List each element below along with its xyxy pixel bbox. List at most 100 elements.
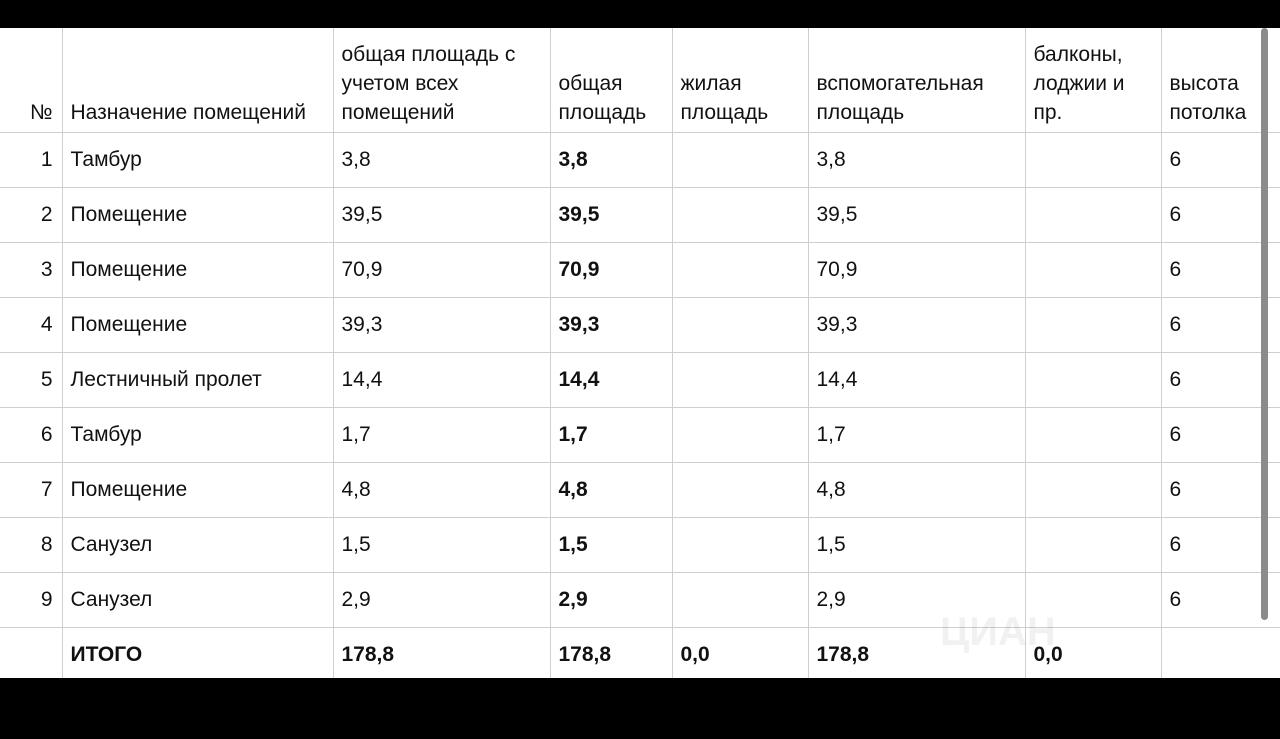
cell-height: 6 xyxy=(1161,517,1280,573)
cell-num: 1 xyxy=(0,132,63,188)
table-row: 1 Тамбур 3,8 3,8 3,8 6 xyxy=(0,132,1280,188)
cell-purpose: Помещение xyxy=(62,242,334,298)
cell-height: 6 xyxy=(1161,132,1280,188)
cell-living xyxy=(672,187,809,243)
cell-living xyxy=(672,517,809,573)
table-row: 2 Помещение 39,5 39,5 39,5 6 xyxy=(0,187,1280,243)
room-area-table: № Назначение помещений общая площадь с у… xyxy=(0,28,1280,678)
total-row: ИТОГО 178,8 178,8 0,0 178,8 0,0 xyxy=(0,627,1280,678)
header-living: жилая площадь xyxy=(672,28,809,133)
cell-total-all: 2,9 xyxy=(333,572,551,628)
cell-num: 4 xyxy=(0,297,63,353)
cell-auxiliary: 39,3 xyxy=(808,297,1026,353)
cell-auxiliary: 39,5 xyxy=(808,187,1026,243)
cell-balconies xyxy=(1025,242,1162,298)
cell-purpose: Помещение xyxy=(62,187,334,243)
cell-total-all: 39,3 xyxy=(333,297,551,353)
cell-total: 70,9 xyxy=(550,242,673,298)
cell-auxiliary: 1,5 xyxy=(808,517,1026,573)
cell-balconies xyxy=(1025,187,1162,243)
cell-height xyxy=(1161,627,1280,678)
table-row: 7 Помещение 4,8 4,8 4,8 6 xyxy=(0,462,1280,518)
header-height: высота потолка xyxy=(1161,28,1280,133)
cell-total-all: 70,9 xyxy=(333,242,551,298)
cell-balconies xyxy=(1025,407,1162,463)
cell-total-all: 14,4 xyxy=(333,352,551,408)
cell-total: 4,8 xyxy=(550,462,673,518)
table-row: 3 Помещение 70,9 70,9 70,9 6 xyxy=(0,242,1280,298)
cell-total: 178,8 xyxy=(550,627,673,678)
cell-living xyxy=(672,352,809,408)
cell-total: 39,3 xyxy=(550,297,673,353)
cell-total: 3,8 xyxy=(550,132,673,188)
header-auxiliary: вспомогательная площадь xyxy=(808,28,1026,133)
cell-purpose: Помещение xyxy=(62,297,334,353)
table-row: 6 Тамбур 1,7 1,7 1,7 6 xyxy=(0,407,1280,463)
cell-auxiliary: 1,7 xyxy=(808,407,1026,463)
cell-height: 6 xyxy=(1161,242,1280,298)
cell-num: 2 xyxy=(0,187,63,243)
cell-living xyxy=(672,132,809,188)
cell-purpose: Санузел xyxy=(62,572,334,628)
cell-living xyxy=(672,572,809,628)
cell-total: 1,5 xyxy=(550,517,673,573)
cell-num: 7 xyxy=(0,462,63,518)
cell-num: 6 xyxy=(0,407,63,463)
cell-purpose: Санузел xyxy=(62,517,334,573)
header-total: общая площадь xyxy=(550,28,673,133)
cell-height: 6 xyxy=(1161,352,1280,408)
cell-auxiliary: 3,8 xyxy=(808,132,1026,188)
cell-auxiliary: 70,9 xyxy=(808,242,1026,298)
cell-auxiliary: 2,9 xyxy=(808,572,1026,628)
cell-purpose: ИТОГО xyxy=(62,627,334,678)
cell-num: 3 xyxy=(0,242,63,298)
cell-total-all: 3,8 xyxy=(333,132,551,188)
table-row: 9 Санузел 2,9 2,9 2,9 6 xyxy=(0,572,1280,628)
cell-total-all: 1,7 xyxy=(333,407,551,463)
vertical-scrollbar[interactable] xyxy=(1261,28,1268,620)
header-purpose: Назначение помещений xyxy=(62,28,334,133)
cell-total: 14,4 xyxy=(550,352,673,408)
cell-auxiliary: 4,8 xyxy=(808,462,1026,518)
cell-purpose: Лестничный пролет xyxy=(62,352,334,408)
header-balconies: балконы, лоджии и пр. xyxy=(1025,28,1162,133)
cell-num xyxy=(0,627,63,678)
cell-num: 5 xyxy=(0,352,63,408)
cell-total-all: 178,8 xyxy=(333,627,551,678)
header-num: № xyxy=(0,28,63,133)
table-row: 8 Санузел 1,5 1,5 1,5 6 xyxy=(0,517,1280,573)
cell-height: 6 xyxy=(1161,297,1280,353)
cell-living xyxy=(672,462,809,518)
cell-purpose: Помещение xyxy=(62,462,334,518)
header-row: № Назначение помещений общая площадь с у… xyxy=(0,28,1280,133)
cell-total: 2,9 xyxy=(550,572,673,628)
cell-balconies xyxy=(1025,297,1162,353)
cell-balconies xyxy=(1025,352,1162,408)
cell-purpose: Тамбур xyxy=(62,132,334,188)
cell-total: 39,5 xyxy=(550,187,673,243)
cell-living xyxy=(672,297,809,353)
cell-balconies xyxy=(1025,517,1162,573)
cell-num: 8 xyxy=(0,517,63,573)
cell-living xyxy=(672,242,809,298)
cell-auxiliary: 178,8 xyxy=(808,627,1026,678)
table-row: 4 Помещение 39,3 39,3 39,3 6 xyxy=(0,297,1280,353)
cell-balconies: 0,0 xyxy=(1025,627,1162,678)
cell-living xyxy=(672,407,809,463)
cell-balconies xyxy=(1025,132,1162,188)
cell-total-all: 39,5 xyxy=(333,187,551,243)
cell-balconies xyxy=(1025,462,1162,518)
cell-height: 6 xyxy=(1161,407,1280,463)
cell-auxiliary: 14,4 xyxy=(808,352,1026,408)
cell-height: 6 xyxy=(1161,462,1280,518)
cell-total-all: 1,5 xyxy=(333,517,551,573)
cell-living: 0,0 xyxy=(672,627,809,678)
cell-num: 9 xyxy=(0,572,63,628)
cell-balconies xyxy=(1025,572,1162,628)
cell-purpose: Тамбур xyxy=(62,407,334,463)
spreadsheet-viewport: № Назначение помещений общая площадь с у… xyxy=(0,28,1280,678)
cell-height: 6 xyxy=(1161,572,1280,628)
header-total-all: общая площадь с учетом всех помещений xyxy=(333,28,551,133)
table-row: 5 Лестничный пролет 14,4 14,4 14,4 6 xyxy=(0,352,1280,408)
cell-total: 1,7 xyxy=(550,407,673,463)
